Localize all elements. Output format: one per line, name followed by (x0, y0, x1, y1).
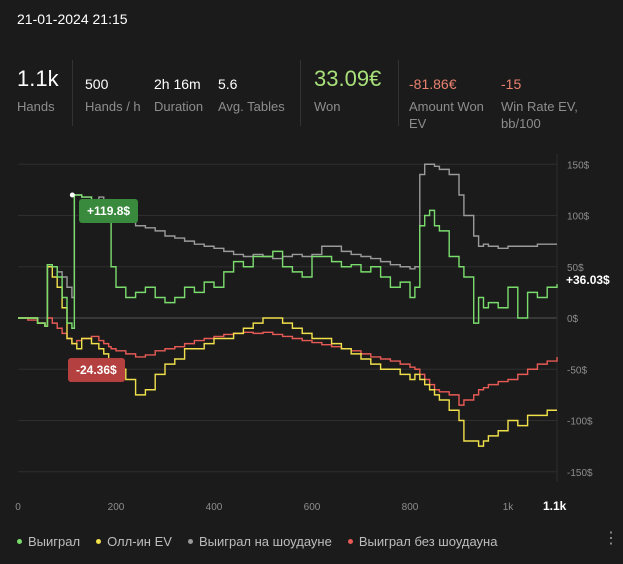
y-tick-label: 50$ (567, 263, 584, 274)
min-value-tag: -24.36$ (68, 358, 125, 382)
y-tick-label: -50$ (567, 365, 587, 376)
stat-duration-label: Duration (154, 99, 204, 114)
y-tick-label: -100$ (567, 417, 593, 428)
y-tick-label: -150$ (567, 468, 593, 479)
legend-dot (187, 539, 193, 544)
divider (72, 60, 73, 126)
chart-legend: Выиграл Олл-ин EV Выиграл на шоудауне Вы… (17, 534, 497, 549)
x-tick-label: 1.1k (543, 499, 567, 513)
stat-won-label: Won (314, 99, 341, 114)
legend-item-won[interactable]: Выиграл (17, 534, 80, 549)
stat-amount-won-ev: -81.86€ Amount Won EV (409, 76, 494, 132)
more-options-icon[interactable]: ⋮ (603, 530, 619, 547)
max-value-tag: +119.8$ (79, 199, 139, 223)
x-tick-label: 600 (304, 502, 321, 513)
stat-hands-per-hour: 500 Hands / h (85, 76, 141, 115)
legend-item-allin-ev[interactable]: Олл-ин EV (96, 534, 172, 549)
legend-item-showdown[interactable]: Выиграл на шоудауне (187, 534, 332, 549)
stat-hands-value: 1.1k (17, 66, 59, 91)
legend-item-non-showdown[interactable]: Выиграл без шоудауна (347, 534, 498, 549)
y-tick-label: 100$ (567, 212, 590, 223)
stat-win-rate-ev-label: Win Rate EV, bb/100 (501, 99, 578, 131)
x-axis-labels: 0 200 400 600 800 1k 1.1k (15, 499, 566, 513)
series-line (18, 163, 557, 327)
stat-win-rate-ev-value: -15 (501, 76, 522, 92)
stat-hands: 1.1k Hands (17, 66, 59, 115)
end-value-label: +36.03$ (566, 273, 610, 287)
x-tick-label: 0 (15, 502, 21, 513)
stat-avg-tables-value: 5.6 (218, 76, 238, 92)
y-axis-labels: 150$ 100$ 50$ 0$ -50$ -100$ -150$ (567, 160, 593, 479)
stat-amount-won-ev-label: Amount Won EV (409, 99, 484, 131)
legend-dot (96, 539, 102, 544)
stat-avg-tables-label: Avg. Tables (218, 99, 285, 114)
legend-dot (17, 539, 22, 544)
stat-hands-per-hour-label: Hands / h (85, 99, 141, 114)
stat-avg-tables: 5.6 Avg. Tables (218, 76, 285, 115)
x-tick-label: 800 (402, 502, 419, 513)
stat-amount-won-ev-value: -81.86€ (409, 76, 457, 92)
session-date: 21-01-2024 21:15 (17, 11, 128, 27)
chart-lines (18, 163, 558, 447)
y-tick-label: 150$ (567, 160, 590, 171)
stat-duration: 2h 16m Duration (154, 76, 203, 115)
x-tick-label: 400 (206, 502, 223, 513)
stat-hands-label: Hands (17, 99, 55, 114)
stat-won: 33.09€ Won (314, 66, 381, 115)
y-tick-label: 0$ (567, 314, 579, 325)
legend-label: Выиграл без шоудауна (358, 534, 498, 549)
stat-won-value: 33.09€ (314, 66, 382, 91)
legend-dot (347, 539, 353, 544)
divider (300, 60, 301, 126)
stat-hands-per-hour-value: 500 (85, 76, 109, 92)
x-tick-label: 1k (503, 502, 515, 513)
series-line (18, 194, 558, 329)
legend-label: Олл-ин EV (107, 534, 172, 549)
session-line-chart: 150$ 100$ 50$ 0$ -50$ -100$ -150$ 0 200 400 600 80… (15, 154, 593, 513)
x-tick-label: 200 (108, 502, 125, 513)
stat-win-rate-ev: -15 Win Rate EV, bb/100 (501, 76, 586, 132)
stat-duration-value: 2h 16m (154, 76, 201, 92)
max-point-marker (69, 192, 75, 198)
series-line (18, 266, 557, 447)
legend-label: Выиграл на шоудауне (198, 534, 332, 549)
legend-label: Выиграл (28, 534, 81, 549)
divider (398, 60, 399, 126)
